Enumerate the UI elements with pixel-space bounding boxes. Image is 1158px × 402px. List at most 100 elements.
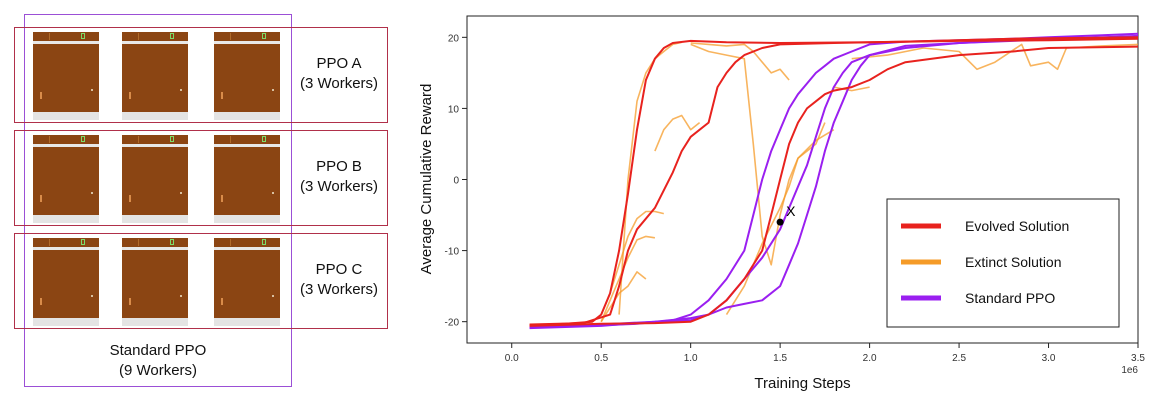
extinct-series-line (833, 86, 870, 92)
group-workers: (3 Workers) (299, 281, 379, 298)
game-frame-score (262, 33, 266, 39)
game-frame (33, 135, 99, 223)
x-tick-label: 2.0 (863, 353, 877, 364)
game-frame-score (170, 136, 174, 142)
standard-ppo-box (24, 14, 292, 387)
game-frame-score (81, 239, 85, 245)
game-frame-score (262, 239, 266, 245)
group-name: PPO A (316, 55, 362, 72)
game-frame-field (33, 44, 99, 112)
y-tick-label: 0 (453, 176, 459, 187)
game-frame-bar (33, 135, 99, 144)
legend-label: Evolved Solution (965, 218, 1069, 234)
worker-group-box (14, 27, 388, 123)
game-frame-ball (272, 192, 274, 194)
standard-ppo-name: Standard PPO (109, 342, 207, 359)
game-frame-paddle (221, 195, 223, 202)
game-frame-ball (180, 192, 182, 194)
game-frame-bar (214, 238, 280, 247)
game-frame-tick (49, 33, 50, 40)
game-frame (122, 32, 188, 120)
worker-group-label: PPO B (3 Workers) (284, 157, 394, 197)
x-tick-label: 2.5 (952, 353, 966, 364)
game-frame-score (262, 136, 266, 142)
game-frame-tick (230, 136, 231, 143)
game-frame-bar (214, 32, 280, 41)
game-frame-tick (49, 136, 50, 143)
game-frame-ball (180, 295, 182, 297)
legend-label: Standard PPO (965, 290, 1055, 306)
game-frame (122, 238, 188, 326)
game-frame-paddle (129, 195, 131, 202)
game-frame (214, 32, 280, 120)
game-frame-line (33, 144, 99, 147)
game-frame-ball (180, 89, 182, 91)
game-frame-ball (272, 89, 274, 91)
game-frame-tick (49, 239, 50, 246)
game-frame-tick (138, 136, 139, 143)
game-frame-bar (33, 32, 99, 41)
game-frame-paddle (40, 92, 42, 99)
game-frame (33, 238, 99, 326)
game-frame-line (122, 247, 188, 250)
game-frame-line (122, 41, 188, 44)
game-frame-bar (33, 238, 99, 247)
group-name: PPO B (316, 158, 362, 175)
x-multiplier-label: 1e6 (1121, 365, 1138, 376)
x-tick-label: 0.5 (594, 353, 608, 364)
x-axis-label: Training Steps (754, 375, 850, 392)
y-tick-label: 10 (448, 104, 460, 115)
game-frame-bar (214, 135, 280, 144)
group-workers: (3 Workers) (299, 178, 379, 195)
x-tick-label: 0.0 (505, 353, 519, 364)
legend: Evolved Solution Extinct Solution Standard… (886, 198, 1120, 328)
evolved-series-line (529, 36, 1139, 326)
y-tick-label: -20 (445, 318, 460, 329)
group-name: PPO C (315, 261, 363, 278)
game-frame-tick (230, 33, 231, 40)
game-frame-score (81, 33, 85, 39)
worker-group-box (14, 233, 388, 329)
game-frame-line (214, 247, 280, 250)
game-frame-ball (91, 89, 93, 91)
game-frame-field (214, 44, 280, 112)
game-frame-field (214, 250, 280, 318)
y-tick-label: 20 (448, 33, 460, 44)
y-tick-label: -10 (445, 247, 460, 258)
game-frame-line (33, 247, 99, 250)
game-frame (122, 135, 188, 223)
game-frame-paddle (221, 92, 223, 99)
game-frame-ball (91, 192, 93, 194)
game-frame-paddle (221, 298, 223, 305)
game-frame-line (33, 41, 99, 44)
game-frame-paddle (129, 298, 131, 305)
game-frame-ball (91, 295, 93, 297)
game-frame-bar (122, 135, 188, 144)
game-frame-line (214, 144, 280, 147)
extinct-series-line (690, 42, 790, 81)
x-tick-label: 3.5 (1131, 353, 1145, 364)
game-frame-bar (122, 238, 188, 247)
game-frame-field (214, 147, 280, 215)
game-frame-score (81, 136, 85, 142)
game-frame-line (122, 144, 188, 147)
game-frame-field (33, 147, 99, 215)
worker-group-label: PPO C (3 Workers) (284, 260, 394, 300)
marker-point (776, 218, 784, 226)
game-frame-tick (230, 239, 231, 246)
game-frame-field (122, 44, 188, 112)
game-frame (214, 135, 280, 223)
game-frame-line (214, 41, 280, 44)
game-frame-tick (138, 239, 139, 246)
worker-group-label: PPO A (3 Workers) (284, 54, 394, 94)
standard-ppo-workers: (9 Workers) (118, 362, 198, 379)
standard-ppo-label: Standard PPO (9 Workers) (24, 341, 292, 381)
worker-group-box (14, 130, 388, 226)
reward-chart: 0.0 0.5 1.0 1.5 2.0 2.5 3.0 3.5 -20 -10 0 10 20 X Tr… (418, 15, 1145, 392)
game-frame-bar (122, 32, 188, 41)
game-frame-field (122, 250, 188, 318)
game-frame-tick (138, 33, 139, 40)
y-axis-label: Average Cumulative Reward (418, 84, 435, 275)
legend-label: Extinct Solution (965, 254, 1062, 270)
extinct-series-line (654, 114, 701, 152)
